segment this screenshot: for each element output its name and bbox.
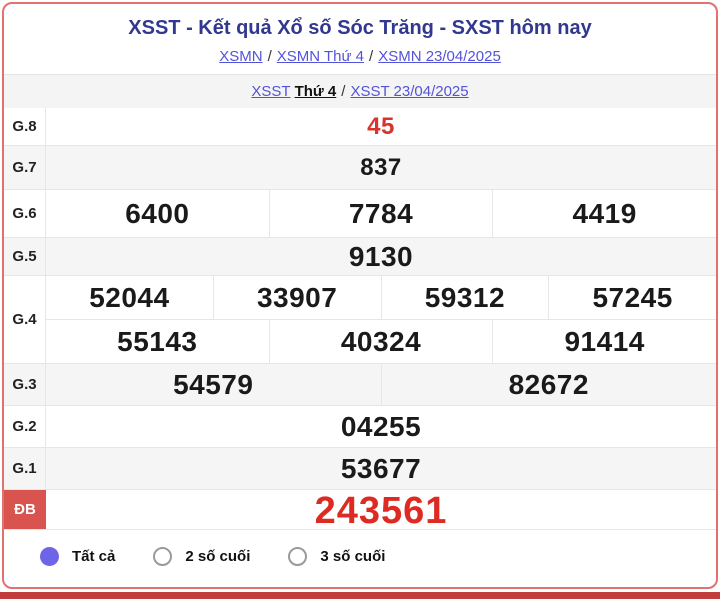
- prize-number: 52044: [46, 276, 214, 319]
- prize-row-g4: G.4 52044 33907 59312 57245 55143 40324 91414: [4, 276, 716, 364]
- filter-option-2[interactable]: 2 số cuối: [153, 547, 250, 566]
- prize-row-g1: G.1 53677: [4, 448, 716, 490]
- prize-values-g4: 52044 33907 59312 57245 55143 40324 91414: [46, 276, 716, 363]
- filter-radio-group: Tất cả 2 số cuối 3 số cuối: [4, 530, 716, 566]
- prize-line: 837: [46, 146, 716, 189]
- prize-values-g1: 53677: [46, 448, 716, 489]
- prize-label-g2: G.2: [4, 406, 46, 447]
- prize-number: 837: [360, 153, 402, 181]
- prize-number: 40324: [270, 320, 494, 363]
- radio-unselected-icon: [288, 547, 308, 566]
- sub-breadcrumb: XSST Thứ 4 / XSST 23/04/2025: [4, 74, 716, 108]
- bottom-divider-bar: [0, 592, 720, 599]
- prize-label-g6: G.6: [4, 190, 46, 237]
- prize-row-g3: G.3 54579 82672: [4, 364, 716, 406]
- prize-number: 45: [367, 112, 395, 140]
- filter-option-1[interactable]: Tất cả: [40, 547, 115, 566]
- filter-option-label: 2 số cuối: [185, 548, 251, 565]
- prize-row-g5: G.5 9130: [4, 238, 716, 276]
- prize-number: 04255: [340, 410, 422, 442]
- prize-values-g3: 54579 82672: [46, 364, 716, 405]
- prize-values-b: 243561: [46, 490, 716, 532]
- results-table: G.8 45 G.7 837 G.6 6400 7784 4419 G.5 9130 G.4 5204…: [4, 108, 716, 532]
- prize-line: 9130: [46, 238, 716, 275]
- prize-label-g3: G.3: [4, 364, 46, 405]
- prize-row-g7: G.7 837: [4, 146, 716, 190]
- prize-number: 55143: [46, 320, 270, 363]
- breadcrumb-separator: /: [267, 48, 272, 65]
- prize-number: 82672: [508, 368, 589, 400]
- prize-label-g7: G.7: [4, 146, 46, 189]
- prize-line: 04255: [46, 406, 716, 447]
- filter-option-label: 3 số cuối: [320, 548, 386, 565]
- prize-line: 6400 7784 4419: [46, 190, 716, 237]
- breadcrumb-separator: /: [341, 83, 346, 100]
- breadcrumb-link-xsst[interactable]: XSST: [251, 83, 291, 100]
- page-title: XSST - Kết quả Xổ số Sóc Trăng - SXST hô…: [128, 17, 592, 39]
- prize-row-g8: G.8 45: [4, 108, 716, 146]
- prize-number: 243561: [314, 490, 448, 532]
- prize-number: 57245: [592, 281, 673, 313]
- prize-number: 9130: [348, 240, 414, 272]
- prize-number: 59312: [382, 276, 550, 319]
- prize-values-g2: 04255: [46, 406, 716, 447]
- breadcrumb: XSMN / XSMN Thứ 4/XSMN 23/04/2025: [4, 48, 716, 66]
- prize-values-g7: 837: [46, 146, 716, 189]
- prize-row-b: ĐB 243561: [4, 490, 716, 532]
- filter-option-label: Tất cả: [72, 548, 116, 565]
- breadcrumb-link-xsmn-th-4[interactable]: XSMN Thứ 4: [276, 48, 365, 65]
- radio-selected-icon: [40, 547, 59, 566]
- breadcrumb-link-xsst-date[interactable]: XSST 23/04/2025: [350, 83, 469, 100]
- prize-label-g8: G.8: [4, 108, 46, 145]
- lottery-results-panel: XSST - Kết quả Xổ số Sóc Trăng - SXST hô…: [2, 2, 718, 589]
- prize-number: 54579: [46, 364, 382, 405]
- prize-line: 52044 33907 59312 57245: [46, 276, 716, 319]
- breadcrumb-link-xsmn-23-04-2025[interactable]: XSMN 23/04/2025: [378, 48, 501, 65]
- prize-line: 243561: [46, 490, 716, 533]
- prize-label-g4: G.4: [4, 276, 46, 363]
- prize-values-g5: 9130: [46, 238, 716, 275]
- prize-line: 45: [46, 108, 716, 145]
- radio-unselected-icon: [153, 547, 173, 566]
- prize-line: 54579 82672: [46, 364, 716, 405]
- prize-number: 91414: [564, 325, 645, 357]
- prize-row-g6: G.6 6400 7784 4419: [4, 190, 716, 238]
- breadcrumb-link-xsmn[interactable]: XSMN: [219, 48, 263, 65]
- prize-number: 7784: [270, 190, 494, 237]
- prize-label-b: ĐB: [4, 490, 46, 529]
- prize-line: 55143 40324 91414: [46, 319, 716, 363]
- prize-values-g8: 45: [46, 108, 716, 145]
- prize-values-g6: 6400 7784 4419: [46, 190, 716, 237]
- prize-line: 53677: [46, 448, 716, 489]
- header: XSST - Kết quả Xổ số Sóc Trăng - SXST hô…: [4, 4, 716, 66]
- prize-number: 33907: [214, 276, 382, 319]
- breadcrumb-separator: /: [369, 48, 374, 65]
- prize-label-g1: G.1: [4, 448, 46, 489]
- prize-row-g2: G.2 04255: [4, 406, 716, 448]
- weekday-label: Thứ 4: [294, 83, 337, 100]
- prize-number: 4419: [572, 197, 637, 229]
- prize-number: 53677: [340, 452, 422, 484]
- prize-number: 6400: [46, 190, 270, 237]
- filter-option-3[interactable]: 3 số cuối: [288, 547, 385, 566]
- prize-label-g5: G.5: [4, 238, 46, 275]
